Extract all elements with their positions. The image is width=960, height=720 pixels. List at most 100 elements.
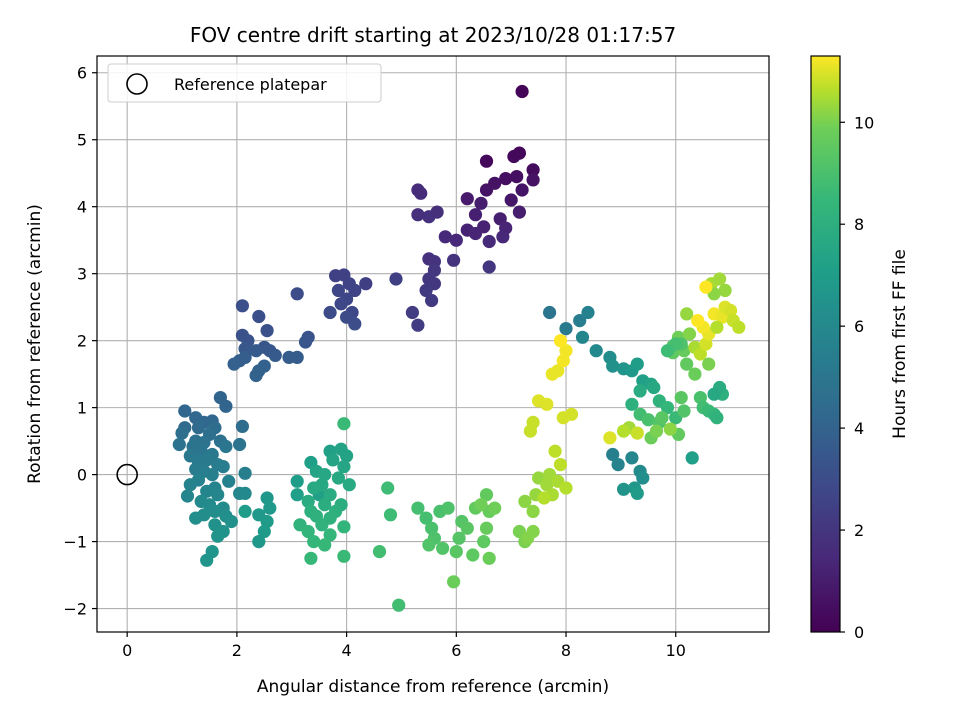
- data-point: [630, 357, 644, 371]
- data-point: [263, 501, 277, 515]
- y-tick-label: 1: [77, 399, 87, 418]
- data-point: [510, 170, 524, 184]
- data-point: [564, 407, 579, 421]
- data-point: [526, 415, 540, 429]
- legend: Reference platepar: [107, 63, 382, 103]
- data-point: [691, 314, 705, 328]
- y-axis: −2 −1 0 1 2 3 4 5 6: [63, 64, 97, 619]
- data-point: [526, 504, 540, 518]
- data-point: [200, 553, 214, 567]
- data-point: [699, 280, 713, 294]
- data-point: [617, 482, 631, 496]
- data-point: [318, 538, 332, 552]
- data-point: [422, 538, 436, 552]
- data-point: [724, 303, 738, 318]
- colorbar-tick-label: 10: [854, 113, 874, 132]
- data-point: [699, 337, 713, 351]
- data-point: [252, 535, 266, 549]
- data-point: [205, 468, 219, 482]
- data-point: [326, 453, 340, 467]
- data-point: [496, 230, 510, 244]
- y-tick-label: −1: [63, 533, 87, 552]
- data-point: [710, 411, 724, 425]
- data-point: [447, 575, 461, 589]
- data-point: [504, 193, 518, 207]
- y-tick-label: 0: [77, 466, 87, 485]
- data-point: [710, 320, 724, 334]
- data-point: [419, 283, 433, 297]
- data-point: [180, 489, 195, 503]
- data-point: [359, 277, 373, 291]
- plot-frame: [96, 55, 770, 633]
- data-point: [625, 451, 639, 465]
- data-point: [348, 283, 362, 297]
- data-point: [422, 210, 436, 224]
- data-point: [606, 447, 620, 462]
- data-point: [334, 297, 348, 311]
- data-point: [298, 335, 313, 349]
- data-point: [649, 424, 664, 438]
- colorbar-label: Hours from first FF file: [890, 249, 910, 439]
- data-point: [307, 535, 321, 549]
- data-point: [636, 471, 650, 485]
- data-point: [515, 183, 529, 197]
- data-point: [331, 471, 345, 485]
- data-point: [685, 451, 699, 465]
- data-point: [238, 504, 252, 518]
- y-tick-label: 6: [77, 64, 87, 83]
- data-point: [474, 498, 488, 512]
- data-point: [512, 205, 527, 219]
- data-point: [466, 548, 480, 562]
- data-point: [606, 359, 620, 373]
- data-point: [260, 324, 274, 338]
- data-point: [688, 367, 702, 381]
- data-point: [474, 196, 488, 210]
- data-point: [224, 514, 238, 529]
- data-point: [290, 474, 304, 488]
- data-point: [211, 488, 225, 502]
- colorbar-tick-label: 2: [854, 521, 864, 540]
- data-point: [479, 488, 494, 502]
- data-point: [235, 419, 249, 433]
- chart-title: FOV centre drift starting at 2023/10/28 …: [190, 23, 676, 47]
- data-point: [372, 545, 387, 559]
- data-point: [477, 535, 491, 549]
- data-point: [625, 397, 639, 411]
- data-point: [323, 305, 337, 320]
- data-point: [452, 531, 466, 545]
- legend-open-circle-marker: [126, 73, 148, 95]
- data-point: [543, 305, 557, 320]
- data-point: [518, 494, 532, 508]
- data-point: [559, 481, 573, 495]
- data-point: [693, 391, 708, 405]
- data-point: [301, 494, 315, 508]
- data-point: [548, 444, 562, 458]
- data-point: [677, 404, 691, 418]
- data-point: [331, 283, 345, 297]
- y-tick-label: 4: [77, 198, 87, 217]
- data-point: [575, 330, 590, 344]
- data-point: [268, 348, 282, 362]
- data-point: [307, 481, 321, 495]
- data-point: [718, 283, 732, 297]
- data-point: [238, 486, 252, 500]
- data-point: [337, 417, 351, 431]
- data-point: [482, 260, 496, 274]
- data-point: [449, 233, 463, 247]
- data-point: [674, 391, 688, 405]
- data-point: [526, 163, 540, 177]
- data-point: [468, 226, 483, 241]
- data-point: [540, 397, 554, 411]
- data-point: [660, 401, 675, 415]
- x-tick-label: 0: [122, 641, 132, 660]
- colorbar-gradient: [811, 56, 840, 632]
- x-tick-label: 8: [561, 641, 571, 660]
- data-point: [680, 307, 694, 321]
- data-point: [329, 269, 343, 283]
- data-point: [191, 421, 206, 435]
- y-tick-label: 2: [77, 332, 87, 351]
- data-point: [219, 399, 233, 413]
- x-axis-label: Angular distance from reference (arcmin): [257, 677, 609, 697]
- data-point: [411, 318, 425, 332]
- data-point: [707, 387, 721, 401]
